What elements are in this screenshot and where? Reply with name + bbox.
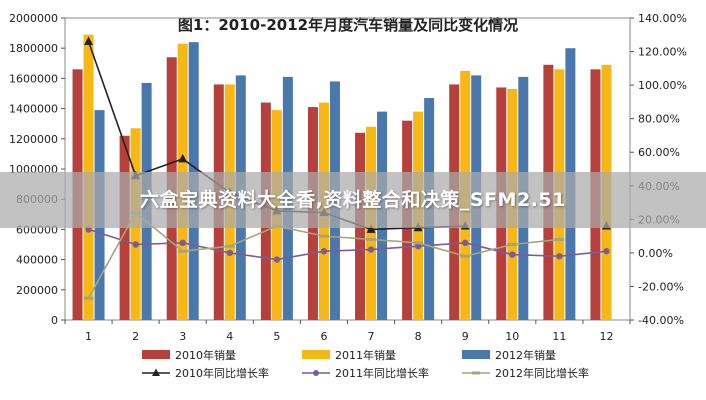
legend-marker bbox=[152, 368, 160, 376]
legend: 2010年销量 2011年销量 2012年销量 2010年同比增长率 2011年同比增长… bbox=[142, 348, 589, 380]
x-tick-label: 6 bbox=[320, 330, 327, 343]
legend-marker bbox=[472, 371, 480, 375]
line-point bbox=[226, 249, 233, 257]
x-tick-label: 12 bbox=[599, 330, 613, 343]
watermark-band bbox=[0, 172, 706, 228]
legend-swatch bbox=[462, 350, 490, 359]
x-tick-label: 7 bbox=[368, 330, 375, 343]
line-point bbox=[413, 241, 424, 245]
legend-marker bbox=[313, 370, 319, 376]
line-point bbox=[366, 224, 376, 233]
y-left-tick-label: 2000000 bbox=[9, 12, 58, 25]
x-tick-label: 4 bbox=[226, 330, 233, 343]
legend-label: 2010年销量 bbox=[175, 348, 236, 362]
line-point bbox=[84, 36, 94, 45]
line-point bbox=[367, 246, 375, 253]
x-tick-label: 1 bbox=[85, 330, 92, 343]
legend-label: 2010年同比增长率 bbox=[175, 366, 269, 380]
y-left-tick-label: 1400000 bbox=[9, 103, 58, 116]
x-tick-label: 2 bbox=[132, 330, 139, 343]
line-point bbox=[366, 237, 377, 241]
watermark-text: 六盒宝典资料大全香,资料整合和决策_SFM2.51 bbox=[140, 189, 566, 211]
x-tick-label: 3 bbox=[179, 330, 186, 343]
y-right-tick-label: 80.00% bbox=[638, 113, 680, 126]
y-right-tick-label: 0.00% bbox=[638, 247, 673, 260]
line-point bbox=[83, 296, 94, 300]
y-right-tick-label: 100.00% bbox=[638, 79, 687, 92]
line-point bbox=[554, 237, 565, 241]
y-right-tick-label: -40.00% bbox=[638, 314, 684, 327]
y-left-tick-label: 0 bbox=[51, 314, 58, 327]
legend-swatch bbox=[142, 350, 170, 359]
y-left-tick-label: 200000 bbox=[16, 284, 58, 297]
x-tick-label: 5 bbox=[273, 330, 280, 343]
legend-label: 2012年同比增长率 bbox=[495, 366, 589, 380]
y-left-tick-label: 1200000 bbox=[9, 133, 58, 146]
line-point bbox=[462, 239, 469, 247]
legend-label: 2012年销量 bbox=[495, 348, 556, 362]
line-point bbox=[177, 249, 188, 253]
line-point bbox=[509, 251, 516, 258]
y-right-tick-label: -20.00% bbox=[638, 280, 684, 293]
y-right-tick-label: 60.00% bbox=[638, 146, 680, 159]
legend-label: 2011年同比增长率 bbox=[335, 366, 429, 380]
legend-swatch bbox=[302, 350, 330, 359]
line-point bbox=[179, 239, 186, 247]
line-point bbox=[320, 248, 328, 255]
y-left-tick-label: 1600000 bbox=[9, 72, 58, 85]
x-tick-label: 11 bbox=[552, 330, 566, 343]
x-tick-label: 8 bbox=[415, 330, 422, 343]
line-point bbox=[132, 241, 139, 248]
chart-title: 图1：2010-2012年月度汽车销量及同比变化情况 bbox=[178, 16, 518, 34]
line-point bbox=[460, 254, 471, 258]
line-point bbox=[318, 234, 329, 238]
y-right-tick-label: 140.00% bbox=[638, 12, 687, 25]
line-point bbox=[178, 153, 188, 163]
x-tick-label: 10 bbox=[505, 330, 519, 343]
series-line bbox=[88, 228, 607, 261]
line-point bbox=[603, 248, 610, 255]
y-left-tick-label: 400000 bbox=[16, 254, 58, 267]
y-right-tick-label: 120.00% bbox=[638, 46, 687, 59]
x-tick-label: 9 bbox=[462, 330, 469, 343]
line-point bbox=[224, 244, 235, 248]
line-point bbox=[273, 256, 281, 263]
legend-label: 2011年销量 bbox=[335, 348, 396, 362]
y-left-tick-label: 1800000 bbox=[9, 42, 58, 55]
line-point bbox=[556, 253, 563, 260]
line-point bbox=[507, 243, 518, 246]
line-point bbox=[414, 242, 422, 250]
